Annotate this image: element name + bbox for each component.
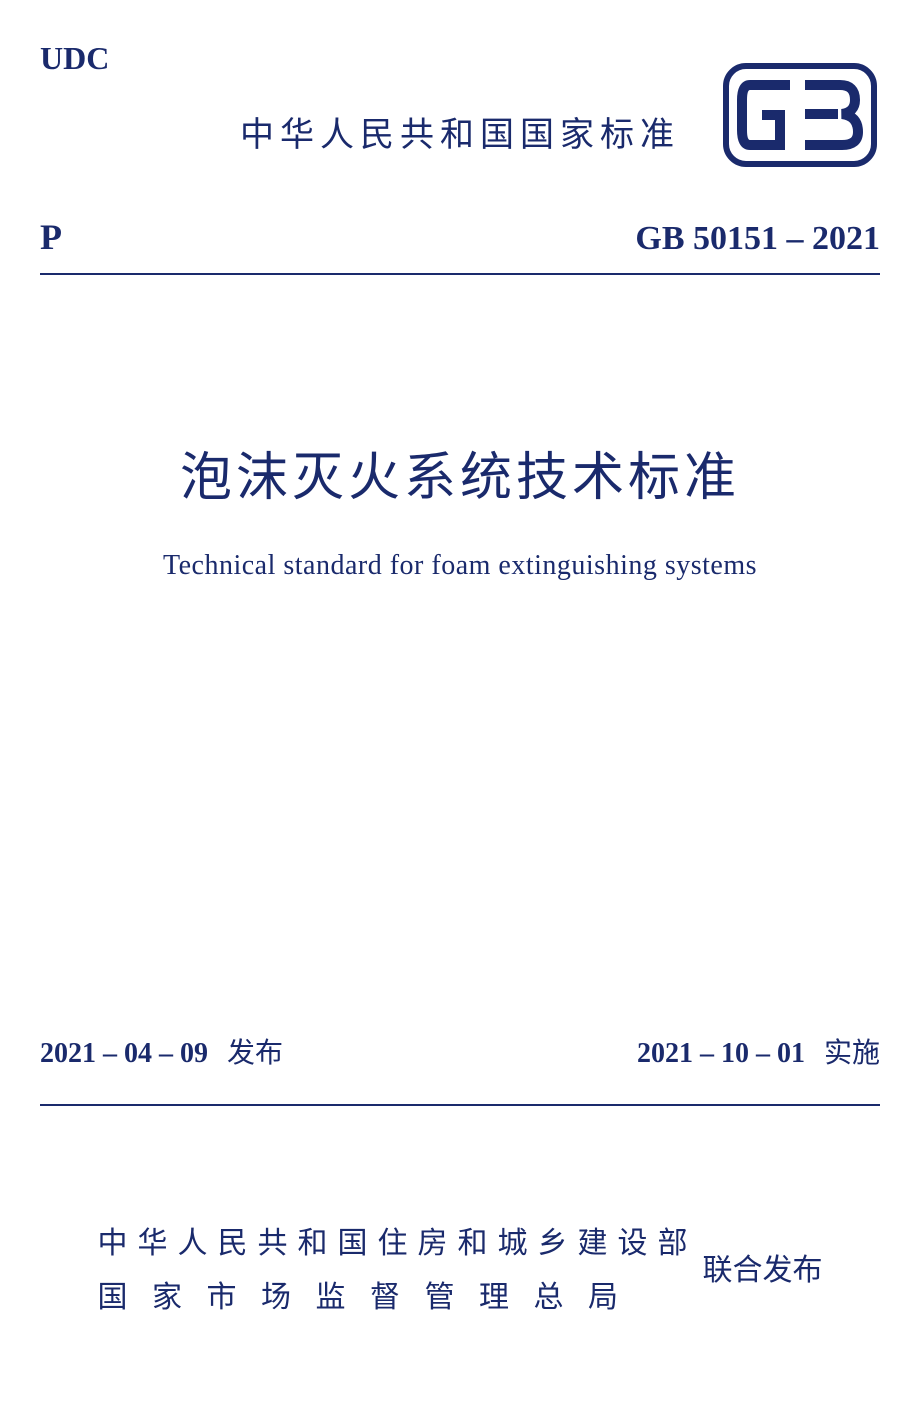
national-standard-text: 中华人民共和国国家标准 — [240, 107, 680, 156]
publisher-line-2: 国家市场监督管理总局 — [98, 1272, 698, 1316]
issue-date-label: 发布 — [227, 1038, 283, 1069]
divider-bottom — [40, 1104, 880, 1106]
divider-top — [40, 273, 880, 275]
dates-row: 2021 – 04 – 09 发布 2021 – 10 – 01 实施 — [40, 1031, 880, 1086]
publisher-line-1: 中华人民共和国住房和城乡建设部 — [98, 1218, 698, 1262]
p-row: P GB 50151 – 2021 — [40, 216, 880, 258]
issue-date-value: 2021 – 04 – 09 — [40, 1038, 208, 1069]
document-page: UDC 中华人民共和国国家标准 P GB 50151 – 2021 泡沫灭火系统… — [0, 0, 920, 1416]
effective-date-label: 实施 — [824, 1038, 880, 1069]
standard-number: GB 50151 – 2021 — [635, 220, 880, 258]
p-label: P — [40, 216, 62, 258]
title-chinese: 泡沫灭火系统技术标准 — [40, 435, 880, 510]
gb-logo — [720, 60, 880, 175]
publisher-section: 中华人民共和国住房和城乡建设部 国家市场监督管理总局 联合发布 — [40, 1218, 880, 1316]
publisher-departments: 中华人民共和国住房和城乡建设部 国家市场监督管理总局 — [98, 1218, 698, 1316]
title-section: 泡沫灭火系统技术标准 Technical standard for foam e… — [40, 435, 880, 582]
issue-date: 2021 – 04 – 09 发布 — [40, 1031, 283, 1071]
effective-date: 2021 – 10 – 01 实施 — [637, 1031, 880, 1071]
effective-date-value: 2021 – 10 – 01 — [637, 1038, 805, 1069]
title-english: Technical standard for foam extinguishin… — [40, 550, 880, 582]
gb-logo-icon — [720, 60, 880, 170]
udc-label: UDC — [40, 40, 109, 77]
publisher-joint-label: 联合发布 — [703, 1245, 823, 1289]
